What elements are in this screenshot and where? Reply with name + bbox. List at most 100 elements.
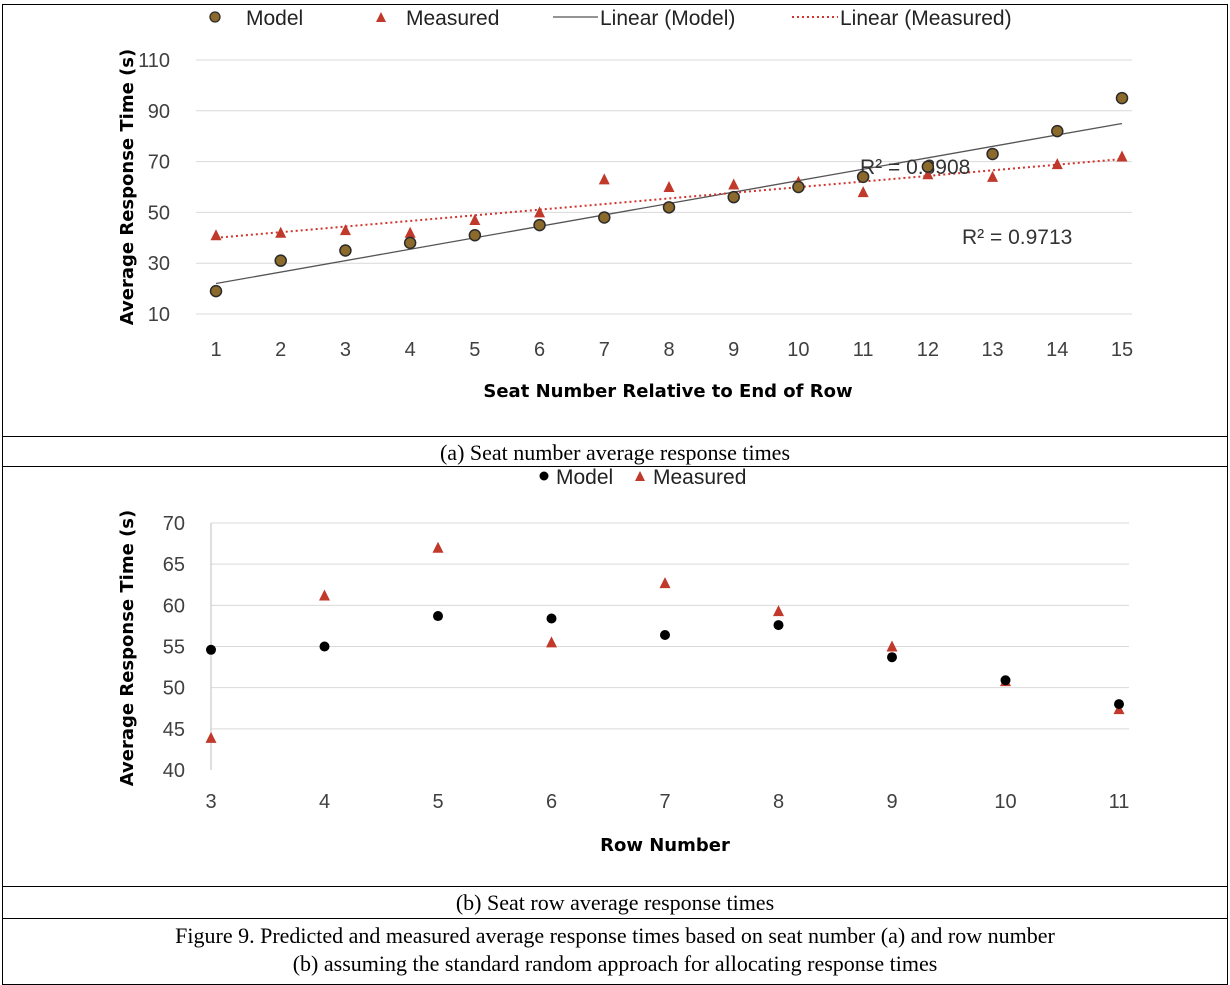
measured-point xyxy=(886,640,898,652)
x-tick-label: 4 xyxy=(405,339,416,361)
x-tick-label: 13 xyxy=(981,339,1003,361)
x-tick-label: 11 xyxy=(1109,791,1130,813)
model-point xyxy=(274,254,287,267)
measured-point xyxy=(404,226,416,238)
measured-point xyxy=(339,224,351,236)
trendline-linear-measured xyxy=(215,158,1123,239)
x-tick-label: 5 xyxy=(432,791,443,813)
measured-point xyxy=(1116,150,1128,162)
figure-caption-line2: (b) assuming the standard random approac… xyxy=(292,951,938,976)
measured-point xyxy=(598,173,610,185)
x-tick-label: 6 xyxy=(546,791,557,813)
measured-point xyxy=(546,636,557,648)
x-tick-label: 14 xyxy=(1046,339,1068,361)
divider-line xyxy=(2,918,1228,919)
y-tick-label: 30 xyxy=(148,253,170,275)
measured-point xyxy=(432,541,444,553)
x-tick-label: 7 xyxy=(599,339,610,361)
y-tick-label: 70 xyxy=(163,513,185,535)
measured-point xyxy=(773,605,784,617)
model-point xyxy=(856,170,870,184)
legend-measured-marker xyxy=(635,471,645,481)
y-tick-label: 90 xyxy=(148,101,170,123)
model-point xyxy=(986,147,999,161)
legend-measured-label: Measured xyxy=(406,7,499,30)
measured-point xyxy=(205,731,217,743)
r2-label-model: R² = 0.8908 xyxy=(860,156,970,179)
x-tick-label: 3 xyxy=(340,339,351,361)
legend-model-marker xyxy=(209,11,221,23)
x-tick-label: 12 xyxy=(917,339,939,361)
legend-linear-model-label: Linear (Model) xyxy=(600,7,735,30)
y-axis-title: Average Response Time (s) xyxy=(117,510,138,787)
x-tick-label: 10 xyxy=(787,339,809,361)
x-tick-label: 4 xyxy=(319,791,330,813)
model-point xyxy=(433,611,443,622)
y-tick-label: 45 xyxy=(163,719,185,741)
x-tick-label: 9 xyxy=(886,791,897,813)
model-point xyxy=(660,629,670,640)
caption-a: (a) Seat number average response times xyxy=(439,440,791,465)
x-tick-label: 6 xyxy=(534,339,545,361)
model-point xyxy=(1114,699,1124,710)
model-point xyxy=(209,284,223,298)
measured-point xyxy=(319,589,330,601)
y-axis-title: Average Response Time (s) xyxy=(117,49,138,326)
model-point xyxy=(533,218,546,232)
model-point xyxy=(319,641,330,652)
measured-point xyxy=(728,178,740,190)
measured-point xyxy=(857,186,869,198)
measured-point xyxy=(663,181,675,192)
model-point xyxy=(403,236,417,250)
model-point xyxy=(727,190,740,204)
x-axis-title: Seat Number Relative to End of Row xyxy=(483,381,852,402)
figure-caption-line1: Figure 9. Predicted and measured average… xyxy=(175,923,1055,948)
measured-point xyxy=(210,229,222,241)
x-tick-label: 3 xyxy=(205,791,216,813)
x-axis-title: Row Number xyxy=(600,835,730,856)
y-tick-label: 110 xyxy=(138,50,170,72)
model-point xyxy=(773,620,784,631)
x-tick-label: 8 xyxy=(773,791,784,813)
legend-model-label: Model xyxy=(556,466,613,489)
divider-line xyxy=(2,886,1228,887)
measured-point xyxy=(1051,158,1063,170)
measured-point xyxy=(922,168,934,180)
x-tick-label: 8 xyxy=(663,339,674,361)
model-point xyxy=(1000,675,1011,686)
x-tick-label: 9 xyxy=(728,339,739,361)
x-tick-label: 7 xyxy=(659,791,670,813)
model-point xyxy=(206,644,216,655)
y-tick-label: 65 xyxy=(163,554,185,576)
model-point xyxy=(1051,124,1064,138)
r2-label-measured: R² = 0.9713 xyxy=(962,226,1072,249)
measured-point xyxy=(534,206,546,218)
divider-line xyxy=(2,436,1228,437)
model-point xyxy=(887,652,897,663)
model-point xyxy=(662,201,676,214)
model-point xyxy=(598,211,611,224)
legend-measured-marker xyxy=(376,12,386,22)
legend-measured-label: Measured xyxy=(653,466,746,489)
model-point xyxy=(468,229,482,242)
model-point xyxy=(921,160,935,173)
legend-model-label: Model xyxy=(246,7,303,30)
model-point xyxy=(546,613,557,624)
model-point xyxy=(792,180,805,194)
y-tick-label: 40 xyxy=(163,760,185,782)
y-tick-label: 70 xyxy=(148,152,170,174)
measured-point xyxy=(275,226,287,238)
legend-linear-measured-label: Linear (Measured) xyxy=(840,7,1012,30)
x-tick-label: 1 xyxy=(210,339,221,361)
y-tick-label: 55 xyxy=(163,637,185,659)
measured-point xyxy=(987,170,999,182)
x-tick-label: 11 xyxy=(853,339,874,361)
legend-model-marker xyxy=(539,471,549,481)
x-tick-label: 2 xyxy=(275,339,286,361)
measured-point xyxy=(659,577,671,589)
caption-b: (b) Seat row average response times xyxy=(455,890,775,915)
x-tick-label: 5 xyxy=(469,339,480,361)
y-tick-label: 50 xyxy=(148,202,170,224)
model-point xyxy=(1115,91,1129,105)
